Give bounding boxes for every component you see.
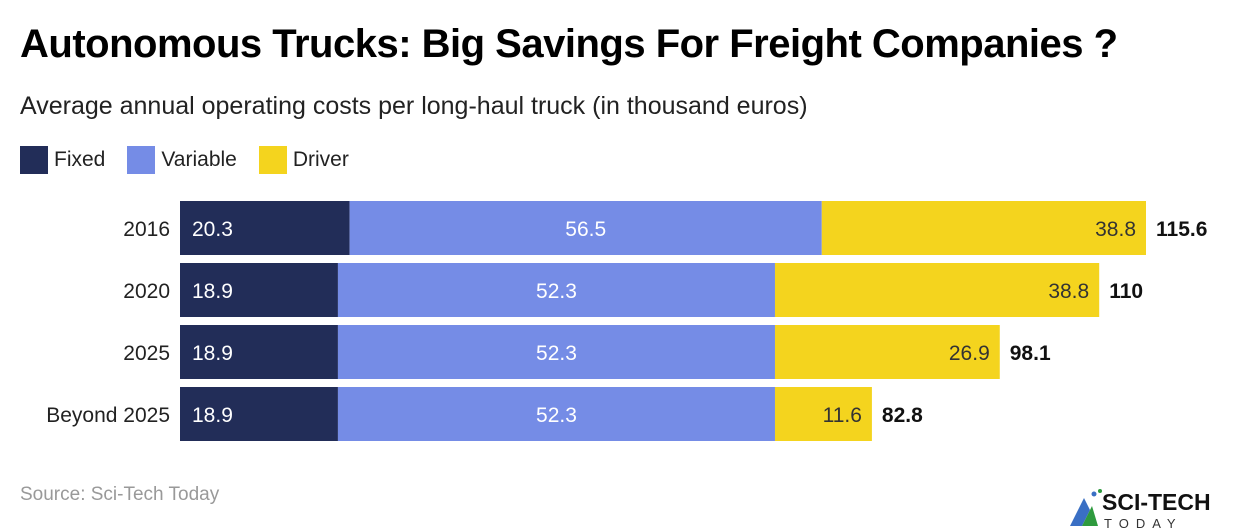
svg-text:TODAY: TODAY xyxy=(1104,516,1183,530)
category-label: 2025 xyxy=(123,342,170,365)
bar-variable xyxy=(337,325,775,379)
data-label: 26.9 xyxy=(949,342,990,365)
legend-item-fixed: Fixed xyxy=(20,146,105,174)
data-label: 20.3 xyxy=(192,218,233,241)
sci-tech-today-logo: SCI-TECH TODAY xyxy=(1070,489,1211,530)
chart-subtitle: Average annual operating costs per long-… xyxy=(20,92,808,120)
category-label: 2020 xyxy=(123,280,170,303)
bar-driver xyxy=(774,325,1000,379)
legend-label: Driver xyxy=(292,148,349,171)
source-note: Source: Sci-Tech Today xyxy=(20,484,220,505)
legend-item-driver: Driver xyxy=(258,146,349,174)
data-label: 18.9 xyxy=(192,404,233,427)
bar-driver xyxy=(821,201,1146,255)
total-label: 110 xyxy=(1109,280,1143,303)
legend-label: Variable xyxy=(161,148,237,171)
svg-text:SCI-TECH: SCI-TECH xyxy=(1102,489,1211,515)
data-label: 18.9 xyxy=(192,342,233,365)
total-label: 115.6 xyxy=(1156,218,1207,241)
legend-swatch xyxy=(258,146,287,174)
data-label: 11.6 xyxy=(823,404,862,427)
legend-label: Fixed xyxy=(54,148,106,171)
bar-fixed xyxy=(180,263,338,317)
data-label: 38.8 xyxy=(1048,280,1089,303)
total-label: 82.8 xyxy=(882,404,923,427)
chart-title: Autonomous Trucks: Big Savings For Freig… xyxy=(20,22,1118,66)
bar-fixed xyxy=(180,201,350,255)
data-label: 52.3 xyxy=(536,280,577,303)
category-label: Beyond 2025 xyxy=(46,404,170,427)
data-label: 38.8 xyxy=(1095,218,1136,241)
data-label: 56.5 xyxy=(565,218,606,241)
category-label: 2016 xyxy=(123,218,170,241)
bar-variable xyxy=(337,387,775,441)
data-label: 52.3 xyxy=(536,404,577,427)
data-label: 52.3 xyxy=(536,342,577,365)
bar-driver xyxy=(774,387,872,441)
data-label: 18.9 xyxy=(192,280,233,303)
bar-driver xyxy=(774,263,1100,317)
bar-fixed xyxy=(180,325,338,379)
legend: Fixed Variable Driver xyxy=(20,146,349,174)
legend-swatch xyxy=(20,146,48,174)
legend-item-variable: Variable xyxy=(127,146,237,174)
legend-swatch xyxy=(127,146,156,174)
bar-chart: 2016 20.3 56.5 38.8 115.6 2020 18.9 52.3 38.8 110… xyxy=(46,201,1207,441)
total-label: 98.1 xyxy=(1010,342,1051,365)
bar-variable xyxy=(349,201,822,255)
bar-fixed xyxy=(180,387,338,441)
bar-variable xyxy=(337,263,775,317)
